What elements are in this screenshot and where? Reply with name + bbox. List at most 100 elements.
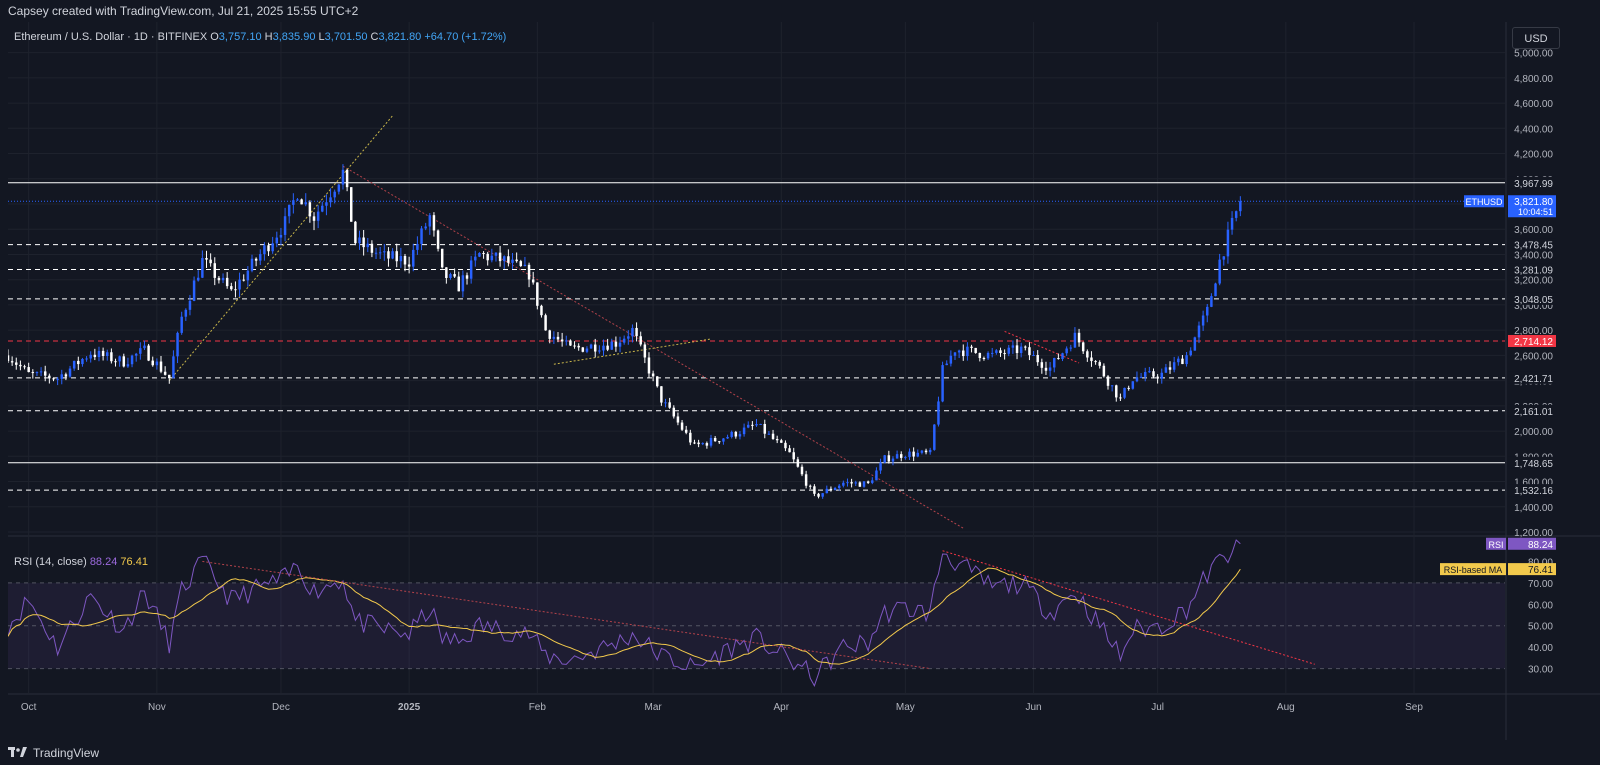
candle-body — [639, 336, 642, 345]
candle-body — [362, 237, 365, 248]
candle-body — [213, 263, 217, 278]
candle-body — [201, 257, 204, 278]
candle-body — [465, 275, 469, 279]
candle-body — [796, 459, 800, 467]
time-tick-label: Sep — [1405, 702, 1423, 713]
level-tag-label: 2,161.01 — [1514, 407, 1553, 418]
candle-body — [821, 493, 824, 497]
trendlines — [168, 115, 1080, 529]
candle-body — [300, 199, 303, 205]
level-tag-bg — [1508, 263, 1556, 276]
candle-body — [321, 205, 324, 212]
candle-body — [949, 355, 953, 364]
candle-body — [279, 234, 283, 238]
candle-body — [705, 443, 709, 446]
rsi-trendline — [202, 560, 931, 670]
candle-body — [656, 376, 659, 387]
candle-body — [1197, 325, 1201, 338]
price-tick-label: 3,200.00 — [1514, 276, 1553, 287]
candle-body — [709, 437, 713, 446]
candle-body — [966, 346, 969, 357]
candle-body — [1057, 358, 1060, 360]
candle-body — [420, 228, 423, 244]
candle-body — [188, 300, 192, 310]
candle-body — [1189, 350, 1192, 356]
candle-body — [1024, 346, 1027, 348]
candle-body — [899, 454, 903, 458]
level-tag-label: 1,748.65 — [1514, 459, 1553, 470]
candle-body — [1193, 337, 1197, 351]
rsi-band — [8, 582, 1505, 670]
candle-body — [1234, 211, 1238, 218]
candle-body — [325, 202, 328, 206]
candle-body — [858, 482, 862, 487]
price-axis: 1,200.001,400.001,600.001,800.002,000.00… — [1440, 49, 1556, 676]
candle-body — [72, 360, 76, 369]
candle-body — [134, 353, 138, 356]
candle-body — [387, 251, 390, 259]
candle-body — [837, 485, 841, 489]
rsi-tick-label: 60.00 — [1528, 600, 1553, 611]
ma-tag-bg — [1508, 563, 1556, 576]
candle-body — [569, 340, 572, 346]
candle-body — [312, 216, 316, 221]
candle-body — [478, 252, 481, 257]
candle-body — [556, 336, 560, 340]
candle-body — [1119, 397, 1122, 399]
candle-body — [647, 357, 651, 374]
candle-body — [1177, 358, 1180, 363]
candle-body — [1181, 358, 1184, 365]
price-tick-label: 4,600.00 — [1514, 99, 1553, 110]
candle-body — [77, 360, 80, 365]
time-tick-label: Jul — [1151, 702, 1164, 713]
candle-body — [287, 204, 291, 217]
candle-body — [999, 350, 1002, 354]
candle-body — [507, 256, 510, 263]
level-tag-bg — [1508, 371, 1556, 384]
candle-body — [904, 457, 907, 459]
candle-body — [43, 371, 47, 376]
candle-body — [337, 184, 341, 192]
time-tick-label: Nov — [148, 702, 166, 713]
candle-body — [482, 252, 485, 254]
price-trendline — [1004, 330, 1080, 364]
candle-body — [1123, 387, 1126, 398]
candle-body — [271, 243, 274, 252]
rsi-tick-label: 40.00 — [1528, 643, 1553, 654]
rsi-legend: RSI (14, close) 88.24 76.41 — [14, 556, 148, 568]
chart-area[interactable]: 1,200.001,400.001,600.001,800.002,000.00… — [8, 22, 1600, 740]
price-tick-label: 5,000.00 — [1514, 49, 1553, 60]
candle-body — [593, 344, 597, 352]
candle-body — [1201, 315, 1205, 326]
candle-body — [172, 356, 175, 379]
candle-body — [242, 279, 245, 281]
candle-body — [531, 279, 535, 283]
tradingview-logo-icon[interactable] — [8, 746, 28, 759]
candle-body — [945, 363, 948, 366]
candle-body — [1040, 362, 1044, 368]
candle-body — [184, 309, 188, 317]
candle-body — [1131, 381, 1135, 389]
candle-body — [101, 350, 105, 356]
rsi-line — [8, 539, 1241, 687]
candle-body — [1135, 377, 1139, 382]
candle-body — [39, 371, 43, 373]
candle-body — [333, 191, 336, 198]
candle-body — [461, 275, 465, 292]
candle-body — [742, 427, 746, 435]
candle-body — [937, 401, 940, 425]
close-value: 3,821.80 — [378, 31, 422, 43]
candle-body — [1106, 376, 1110, 386]
low-label: L — [318, 31, 325, 43]
rsi-trendline — [942, 550, 1315, 665]
price-chart-svg[interactable]: 1,200.001,400.001,600.001,800.002,000.00… — [8, 22, 1600, 740]
candle-body — [804, 474, 808, 486]
price-tick-label: 3,000.00 — [1514, 301, 1553, 312]
candle-body — [726, 436, 729, 439]
candle-body — [875, 470, 878, 481]
candle-body — [445, 267, 448, 279]
candle-body — [1019, 346, 1023, 354]
candle-body — [192, 280, 196, 301]
candle-body — [883, 455, 886, 463]
currency-button[interactable]: USD — [1512, 27, 1560, 49]
